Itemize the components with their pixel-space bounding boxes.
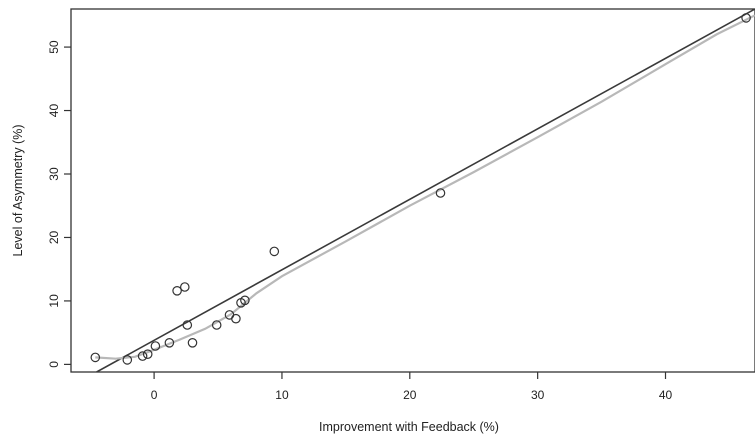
x-tick-label: 20 bbox=[403, 388, 417, 402]
data-point bbox=[122, 355, 133, 365]
data-point bbox=[231, 313, 241, 324]
data-point bbox=[240, 295, 250, 306]
x-tick-label: 40 bbox=[659, 388, 673, 402]
y-tick-label: 50 bbox=[47, 40, 61, 54]
chart-points bbox=[90, 13, 751, 365]
data-point bbox=[90, 352, 101, 363]
data-point bbox=[180, 282, 190, 292]
x-tick-label: 10 bbox=[275, 388, 289, 402]
x-axis-title: Improvement with Feedback (%) bbox=[319, 420, 499, 434]
data-point bbox=[269, 246, 280, 257]
chart-axes: 0 10 20 30 40 0 10 20 30 40 50 bbox=[47, 40, 672, 402]
smoother-line bbox=[95, 14, 755, 360]
data-point bbox=[142, 349, 153, 359]
y-tick-label: 0 bbox=[47, 361, 61, 368]
data-point bbox=[211, 320, 222, 330]
plot-frame bbox=[70, 8, 755, 373]
x-tick-label: 30 bbox=[531, 388, 545, 402]
y-axis-title: Level of Asymmetry (%) bbox=[11, 125, 25, 257]
data-point bbox=[164, 337, 175, 348]
data-point bbox=[150, 341, 161, 351]
plot-border bbox=[70, 8, 755, 373]
data-point bbox=[137, 351, 148, 361]
data-point bbox=[741, 13, 751, 23]
data-point bbox=[182, 320, 193, 330]
chart-lines bbox=[95, 9, 755, 372]
x-tick-label: 0 bbox=[151, 388, 158, 402]
regression-line bbox=[96, 9, 755, 372]
y-tick-label: 10 bbox=[47, 294, 61, 308]
data-point bbox=[435, 188, 446, 198]
data-point bbox=[187, 337, 198, 348]
data-point bbox=[172, 285, 182, 296]
y-tick-label: 20 bbox=[47, 230, 61, 244]
y-tick-label: 30 bbox=[47, 167, 61, 181]
y-tick-label: 40 bbox=[47, 104, 61, 118]
